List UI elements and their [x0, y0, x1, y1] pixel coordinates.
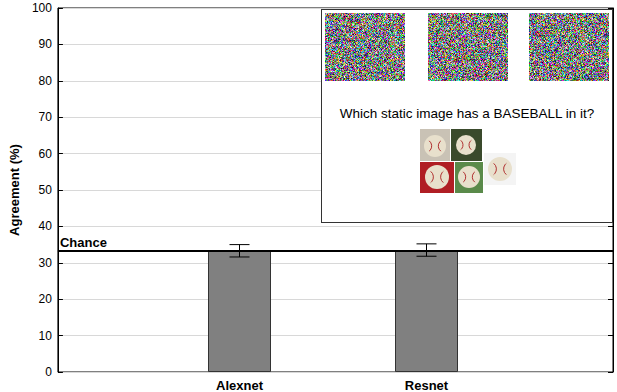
svg-text:70: 70 [39, 110, 53, 124]
svg-text:30: 30 [39, 256, 53, 270]
html-text:Which static image has a BASEB: Which static image has a BASEBALL in it? [339, 106, 595, 121]
svg-text:50: 50 [39, 183, 53, 197]
svg-text:100: 100 [32, 1, 52, 15]
svg-text:90: 90 [39, 37, 53, 51]
svg-text:20: 20 [39, 292, 53, 306]
svg-text:0: 0 [45, 365, 52, 379]
svg-text:Chance: Chance [60, 235, 107, 250]
svg-text:40: 40 [39, 219, 53, 233]
svg-text:Agreement (%): Agreement (%) [7, 144, 22, 236]
svg-text:10: 10 [39, 329, 53, 343]
svg-text:60: 60 [39, 147, 53, 161]
svg-text:80: 80 [39, 74, 53, 88]
svg-text:Alexnet: Alexnet [216, 378, 264, 392]
svg-text:Resnet: Resnet [405, 378, 449, 392]
